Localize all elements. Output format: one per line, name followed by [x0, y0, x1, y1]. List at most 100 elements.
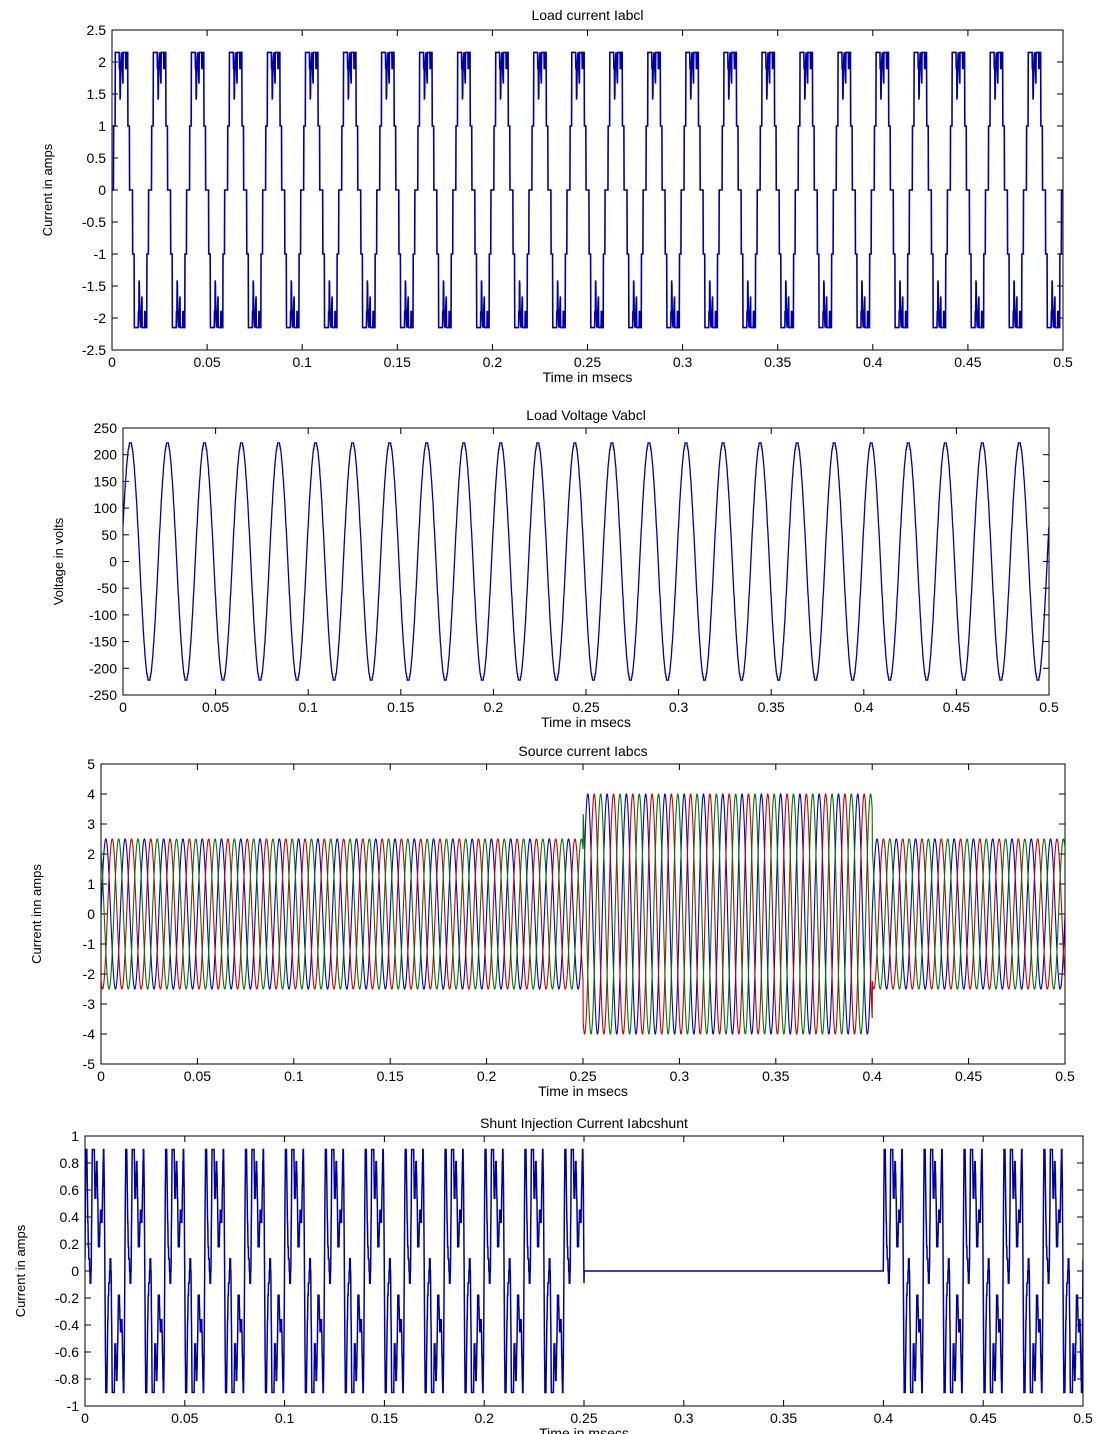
series-line [101, 793, 1065, 1035]
x-axis-label: Time in msecs [538, 1083, 628, 1099]
chart-title: Load current Iabcl [531, 7, 643, 23]
y-tick-label: 150 [94, 473, 118, 489]
x-tick-label: 0.05 [193, 354, 220, 370]
y-tick-label: -100 [89, 607, 117, 623]
x-tick-label: 0.35 [758, 699, 785, 715]
x-tick-label: 0.1 [292, 354, 312, 370]
y-tick-label: -0.2 [55, 1290, 79, 1306]
plot-area [112, 51, 1063, 329]
y-axis-label: Current in amps [40, 143, 55, 236]
x-tick-label: 0.2 [474, 1410, 494, 1426]
y-tick-label: 250 [94, 420, 118, 436]
x-tick-label: 0.3 [669, 699, 689, 715]
y-tick-label: 0 [71, 1263, 79, 1279]
x-tick-label: 0.15 [371, 1410, 398, 1426]
y-tick-label: -0.6 [55, 1344, 79, 1360]
y-tick-label: -150 [89, 634, 117, 650]
x-tick-label: 0.5 [1039, 699, 1059, 715]
y-axis-label: Current in amps [13, 1224, 28, 1317]
chart-3: Source current Iabcs 0 0.05 0.1 0.15 0.2 0.25 0… [29, 743, 1075, 1099]
x-tick-label: 0.4 [862, 1068, 882, 1084]
x-tick-label: 0.15 [377, 1068, 404, 1084]
chart-title: Load Voltage Vabcl [526, 407, 646, 423]
y-tick-label: 0 [109, 554, 117, 570]
y-tick-label: 2 [98, 54, 106, 70]
chart-title: Shunt Injection Current Iabcshunt [480, 1115, 688, 1131]
x-tick-label: 0.1 [284, 1068, 304, 1084]
y-tick-label: 1.5 [87, 86, 107, 102]
x-tick-label: 0 [97, 1068, 105, 1084]
y-tick-label: -1.5 [82, 278, 106, 294]
chart-title: Source current Iabcs [518, 743, 647, 759]
series-line [112, 51, 1063, 329]
plot-frame [122, 427, 1050, 696]
x-tick-label: 0.45 [970, 1410, 997, 1426]
x-tick-label: 0 [108, 354, 116, 370]
x-tick-label: 0.3 [673, 354, 693, 370]
y-tick-label: 50 [101, 527, 117, 543]
x-tick-label: 0.35 [764, 354, 791, 370]
y-tick-label: 0.5 [87, 150, 107, 166]
x-tick-label: 0.15 [384, 354, 411, 370]
x-tick-label: 0.05 [202, 699, 229, 715]
y-tick-label: -2 [83, 966, 96, 982]
x-axis-label: Time in msecs [539, 1425, 629, 1434]
chart-1: Load current Iabcl 0 0.05 0.1 0.15 0.2 0.25 0.3… [40, 7, 1073, 385]
x-tick-label: 0.5 [1073, 1410, 1093, 1426]
y-tick-label: 5 [87, 756, 95, 772]
x-tick-label: 0.35 [762, 1068, 789, 1084]
x-tick-label: 0.1 [298, 699, 318, 715]
x-tick-label: 0.5 [1053, 354, 1073, 370]
series-line [101, 793, 1065, 1035]
y-axis-label: Voltage in volts [51, 517, 66, 605]
y-tick-label: -250 [89, 687, 117, 703]
y-tick-label: -5 [83, 1056, 96, 1072]
y-tick-label: 0.4 [60, 1209, 80, 1225]
y-tick-label: -50 [97, 580, 117, 596]
chart-2: Load Voltage Vabcl 0 0.05 0.1 0.15 0.2 0.25 0.3… [51, 407, 1059, 730]
y-tick-label: 1 [98, 118, 106, 134]
x-tick-label: 0.5 [1055, 1068, 1075, 1084]
x-tick-label: 0.05 [184, 1068, 211, 1084]
y-tick-label: 0 [98, 182, 106, 198]
y-tick-label: -200 [89, 660, 117, 676]
x-tick-label: 0 [81, 1410, 89, 1426]
x-tick-label: 0.25 [569, 1068, 596, 1084]
x-axis-label: Time in msecs [541, 714, 631, 730]
x-tick-label: 0.05 [171, 1410, 198, 1426]
x-tick-label: 0.2 [484, 699, 504, 715]
y-tick-label: 4 [87, 786, 95, 802]
x-tick-label: 0.3 [670, 1068, 690, 1084]
y-tick-label: 200 [94, 447, 118, 463]
y-tick-label: -2 [94, 310, 107, 326]
x-tick-label: 0.3 [674, 1410, 694, 1426]
y-tick-label: 0.2 [60, 1236, 80, 1252]
plot-area [85, 1148, 1083, 1394]
y-tick-label: 2 [87, 846, 95, 862]
x-tick-label: 0.4 [874, 1410, 894, 1426]
x-tick-label: 0 [119, 699, 127, 715]
y-tick-label: -3 [83, 996, 96, 1012]
series-line [101, 793, 1065, 1035]
y-tick-label: 3 [87, 816, 95, 832]
y-tick-label: -1 [94, 246, 107, 262]
plot-area [123, 442, 1049, 681]
x-tick-label: 0.1 [275, 1410, 295, 1426]
x-tick-label: 0.4 [854, 699, 874, 715]
y-tick-label: -0.4 [55, 1317, 79, 1333]
x-tick-label: 0.25 [570, 1410, 597, 1426]
series-line [85, 1148, 1083, 1394]
y-tick-label: 100 [94, 500, 118, 516]
series-line [123, 442, 1049, 681]
x-tick-label: 0.2 [483, 354, 503, 370]
y-tick-label: -1 [83, 936, 96, 952]
x-tick-label: 0.25 [572, 699, 599, 715]
y-tick-label: 0.8 [60, 1155, 80, 1171]
x-tick-label: 0.25 [574, 354, 601, 370]
x-tick-label: 0.45 [943, 699, 970, 715]
y-tick-label: -0.8 [55, 1371, 79, 1387]
plot-area [101, 793, 1065, 1035]
y-tick-label: 2.5 [87, 22, 107, 38]
y-axis-label: Current inn amps [29, 864, 44, 964]
